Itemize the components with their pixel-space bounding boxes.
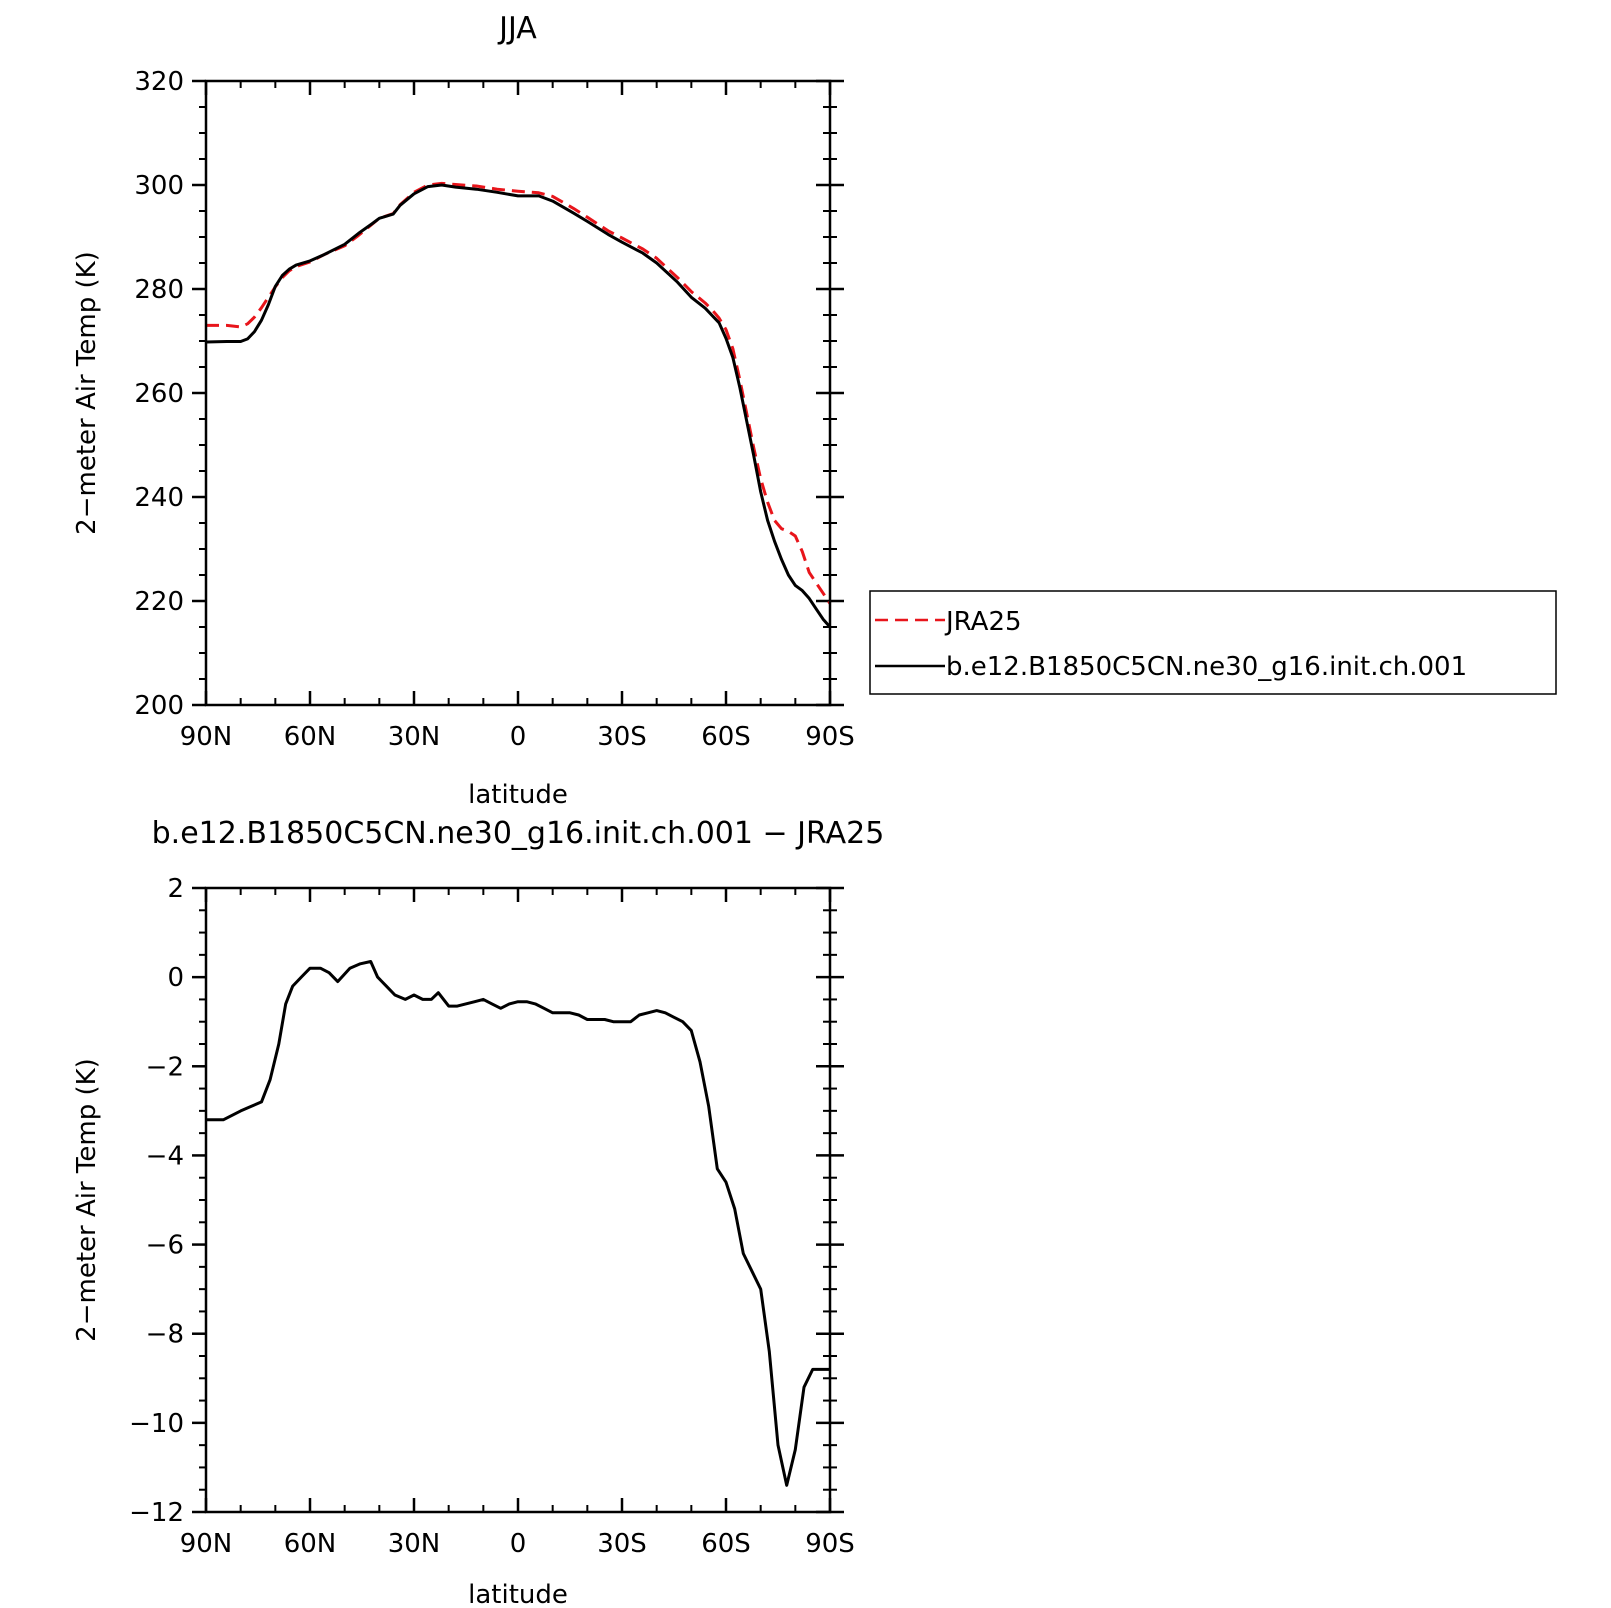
bottom-tick-labels: 90N 60N 30N 0 30S 60S 90S −12 −10 −8 −6 −4 −2 0 2	[129, 874, 855, 1559]
x-tick-label: 90N	[180, 722, 233, 752]
top-ticks	[192, 79, 844, 707]
y-tick-label: −2	[146, 1052, 184, 1082]
bottom-x-axis-title: latitude	[468, 1580, 568, 1608]
x-tick-label: 60S	[701, 1529, 751, 1559]
bottom-plot-title: b.e12.B1850C5CN.ne30_g16.init.ch.001 − J…	[152, 816, 885, 851]
x-tick-label: 0	[510, 722, 527, 752]
bottom-ticks	[192, 886, 844, 1514]
x-tick-label: 60N	[284, 722, 337, 752]
x-tick-label: 60S	[701, 722, 751, 752]
top-series-line-0	[206, 181, 832, 605]
x-tick-label: 30N	[388, 1529, 441, 1559]
top-tick-labels: 90N 60N 30N 0 30S 60S 90S 200 220 240 260 280 300 320	[134, 67, 854, 752]
top-plot-title: JJA	[497, 11, 537, 46]
x-tick-label: 30N	[388, 722, 441, 752]
x-tick-label: 90S	[805, 722, 855, 752]
y-tick-label: −8	[146, 1320, 184, 1350]
y-tick-label: 200	[134, 691, 184, 721]
top-plot-frame	[204, 79, 832, 707]
y-tick-label: −4	[146, 1141, 184, 1171]
x-tick-label: 90S	[805, 1529, 855, 1559]
bottom-series-line-0	[206, 960, 830, 1487]
x-tick-label: 90N	[180, 1529, 233, 1559]
y-tick-label: 0	[167, 963, 184, 993]
y-tick-label: 320	[134, 67, 184, 97]
legend: JRA25 b.e12.B1850C5CN.ne30_g16.init.ch.0…	[869, 590, 1557, 695]
y-tick-label: −12	[129, 1498, 184, 1528]
y-tick-label: 260	[134, 379, 184, 409]
y-tick-label: 2	[167, 874, 184, 904]
y-tick-label: −10	[129, 1409, 184, 1439]
y-tick-label: 300	[134, 171, 184, 201]
y-tick-label: 280	[134, 275, 184, 305]
bottom-panel: b.e12.B1850C5CN.ne30_g16.init.ch.001 − J…	[72, 816, 884, 1608]
bottom-y-axis-title: 2−meter Air Temp (K)	[72, 1058, 102, 1342]
y-tick-label: −6	[146, 1231, 184, 1261]
x-tick-label: 60N	[284, 1529, 337, 1559]
top-series	[205, 181, 832, 628]
y-tick-label: 220	[134, 587, 184, 617]
legend-label-model: b.e12.B1850C5CN.ne30_g16.init.ch.001	[946, 652, 1467, 682]
top-panel: JJA 90N 60N 30N 0 30S 60S 90S 200 220 240 260 280 30…	[72, 11, 855, 810]
bottom-series	[206, 960, 830, 1487]
top-y-axis-title: 2−meter Air Temp (K)	[72, 251, 102, 535]
x-tick-label: 30S	[597, 722, 647, 752]
bottom-plot-frame	[204, 886, 832, 1514]
y-tick-label: 240	[134, 483, 184, 513]
legend-box	[869, 590, 1557, 695]
top-series-line-1	[205, 183, 832, 628]
x-tick-label: 30S	[597, 1529, 647, 1559]
top-x-axis-title: latitude	[468, 780, 568, 810]
x-tick-label: 0	[510, 1529, 527, 1559]
legend-label-jra25: JRA25	[944, 607, 1022, 637]
